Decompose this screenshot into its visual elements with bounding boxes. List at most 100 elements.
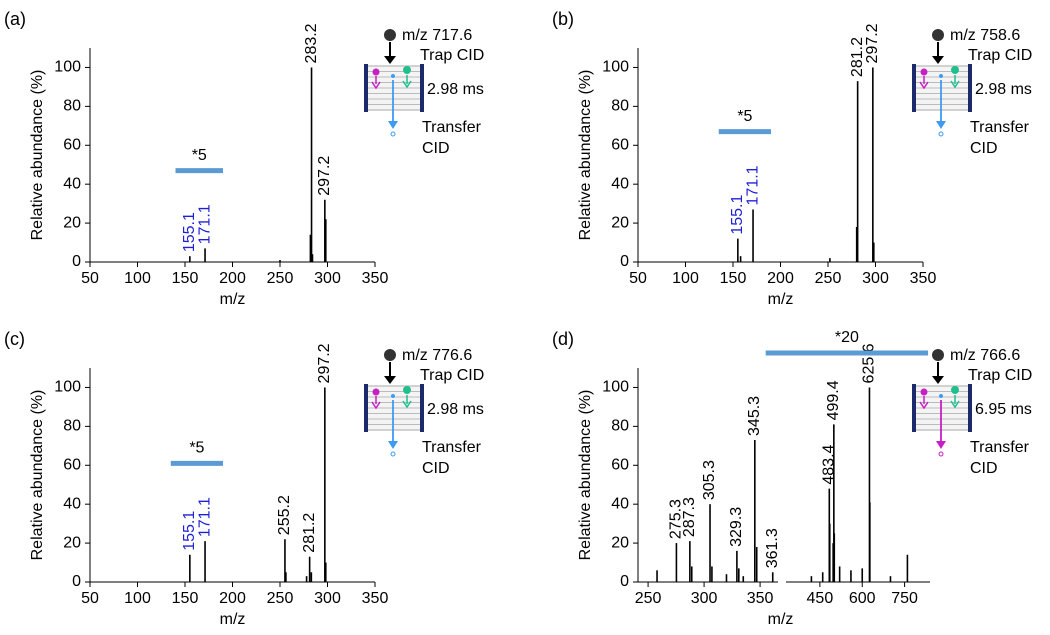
fragment-arrow (402, 75, 412, 89)
x-axis-label: m/z (768, 611, 794, 628)
peak-label: 297.2 (316, 156, 333, 196)
transfer-arrow-head (936, 121, 946, 129)
x-tick-label: 600 (849, 590, 876, 607)
panel: 250 300 350 450 600 750 0 20 40 60 80 100 (d) m/z Rela… (552, 329, 1032, 628)
peak-label: 255.2 (276, 495, 293, 535)
transfer-label: Transfer (970, 119, 1030, 136)
precursor-label: m/z 758.6 (950, 27, 1020, 44)
transfer-label: CID (970, 140, 998, 157)
fragment-ion (391, 74, 395, 78)
y-tick-label: 100 (602, 59, 629, 76)
transfer-label: Transfer (422, 439, 482, 456)
x-tick-label: 250 (815, 270, 842, 287)
x-tick-label: 200 (219, 270, 246, 287)
entrance-plate (912, 64, 916, 112)
peak-label: 483.4 (821, 444, 838, 484)
precursor-label: m/z 717.6 (402, 27, 472, 44)
fragment-arrow (919, 396, 929, 410)
transferred-ion (390, 131, 396, 137)
y-tick-label: 20 (611, 534, 629, 551)
x-tick-label: 350 (747, 590, 774, 607)
peak-label: 287.3 (681, 497, 698, 537)
x-tick-label: 300 (691, 590, 718, 607)
entrance-plate (912, 384, 916, 432)
fragment-arrow (919, 76, 929, 90)
x-axis-label: m/z (220, 611, 246, 628)
transferred-ion (390, 451, 396, 457)
y-tick-label: 60 (63, 456, 81, 473)
trap-arrow-head (932, 56, 944, 64)
exit-plate (968, 384, 972, 432)
fragment-arrow (950, 395, 960, 409)
fragment-ion (939, 74, 943, 78)
peak-label: 281.2 (301, 513, 318, 553)
peak-label: 361.3 (764, 528, 781, 568)
x-tick-label: 50 (81, 270, 99, 287)
peak-label: 329.3 (728, 507, 745, 547)
fragment-ion (391, 394, 395, 398)
trap-time: 2.98 ms (427, 81, 484, 98)
y-tick-label: 40 (63, 495, 81, 512)
x-tick-label: 250 (267, 590, 294, 607)
y-tick-label: 40 (611, 495, 629, 512)
peak-label: 297.2 (316, 343, 333, 383)
precursor-ion (932, 29, 944, 41)
peak-label: 281.2 (849, 37, 866, 77)
peak-label: 155.1 (181, 511, 198, 551)
x-tick-label: 100 (672, 270, 699, 287)
panel: 50 100 150 200 250 300 350 0 20 40 60 80 100 (a) m/z Re… (4, 9, 484, 308)
peak-label: 155.1 (729, 195, 746, 235)
magnification-label: *20 (835, 329, 859, 346)
y-axis-label: Relative abundance (%) (29, 70, 46, 241)
precursor-ion (384, 349, 396, 361)
fragment-ion (920, 388, 928, 396)
x-tick-label: 350 (910, 270, 937, 287)
transferred-ion (938, 131, 944, 137)
x-tick-label: 50 (81, 590, 99, 607)
fragment-ion (951, 386, 959, 394)
y-tick-label: 20 (611, 214, 629, 231)
transfer-label: CID (970, 460, 998, 477)
peak-label: 171.1 (196, 497, 213, 537)
y-tick-label: 100 (54, 59, 81, 76)
x-tick-label: 250 (267, 270, 294, 287)
fragment-ion (951, 66, 959, 74)
entrance-plate (364, 384, 368, 432)
peak-label: 345.3 (746, 396, 763, 436)
precursor-label: m/z 776.6 (402, 347, 472, 364)
precursor-label: m/z 766.6 (950, 347, 1020, 364)
y-axis-label: Relative abundance (%) (577, 70, 594, 241)
fragment-arrow (371, 76, 381, 90)
x-tick-label: 200 (767, 270, 794, 287)
x-tick-label: 450 (807, 590, 834, 607)
trap-time: 2.98 ms (427, 401, 484, 418)
exit-plate (420, 64, 424, 112)
y-tick-label: 80 (63, 418, 81, 435)
fragment-arrow (402, 395, 412, 409)
peak-label: 171.1 (196, 204, 213, 244)
exit-plate (968, 64, 972, 112)
y-tick-label: 80 (611, 98, 629, 115)
fragment-ion (403, 386, 411, 394)
y-tick-label: 80 (611, 418, 629, 435)
x-tick-label: 100 (124, 270, 151, 287)
x-tick-label: 150 (172, 590, 199, 607)
fragment-arrow (950, 75, 960, 89)
y-tick-label: 60 (611, 136, 629, 153)
y-tick-label: 0 (72, 253, 81, 270)
y-tick-label: 0 (620, 253, 629, 270)
y-tick-label: 80 (63, 98, 81, 115)
panel-label: (a) (4, 9, 26, 29)
trap-label: Trap CID (420, 47, 484, 64)
fragment-ion (403, 66, 411, 74)
panel-label: (c) (4, 329, 25, 349)
x-tick-label: 300 (314, 590, 341, 607)
x-tick-label: 350 (362, 270, 389, 287)
transfer-label: CID (422, 460, 450, 477)
x-tick-label: 300 (862, 270, 889, 287)
peak-label: 171.1 (744, 165, 761, 205)
y-tick-label: 60 (63, 136, 81, 153)
y-tick-label: 100 (602, 379, 629, 396)
magnification-label: *5 (189, 440, 204, 457)
